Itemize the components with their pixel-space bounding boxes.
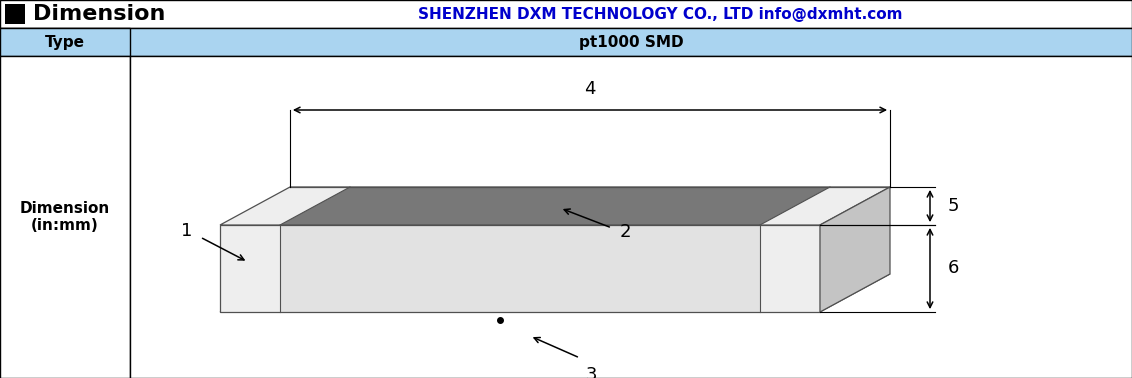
- Text: Type: Type: [45, 34, 85, 50]
- Text: 2: 2: [620, 223, 632, 241]
- Polygon shape: [220, 225, 280, 312]
- Polygon shape: [760, 225, 820, 312]
- Polygon shape: [760, 187, 890, 225]
- Text: 3: 3: [586, 366, 598, 378]
- Text: pt1000 SMD: pt1000 SMD: [578, 34, 684, 50]
- Text: 5: 5: [947, 197, 960, 215]
- Bar: [0, 0, 1132, 28]
- Bar: [5, 4, 25, 24]
- Bar: [0, 28, 130, 56]
- Text: 4: 4: [584, 80, 595, 98]
- Polygon shape: [820, 187, 890, 312]
- Bar: [130, 56, 1132, 378]
- Text: SHENZHEN DXM TECHNOLOGY CO., LTD info@dxmht.com: SHENZHEN DXM TECHNOLOGY CO., LTD info@dx…: [418, 6, 902, 22]
- Polygon shape: [280, 187, 830, 225]
- Polygon shape: [280, 225, 760, 312]
- Bar: [0, 56, 130, 378]
- Bar: [0, 28, 1132, 56]
- Polygon shape: [220, 288, 890, 326]
- Text: 1: 1: [181, 222, 192, 240]
- Text: Dimension
(in:mm): Dimension (in:mm): [20, 201, 110, 233]
- Polygon shape: [220, 187, 350, 225]
- Text: 6: 6: [947, 259, 960, 277]
- Text: Dimension: Dimension: [33, 4, 165, 24]
- Polygon shape: [220, 274, 890, 312]
